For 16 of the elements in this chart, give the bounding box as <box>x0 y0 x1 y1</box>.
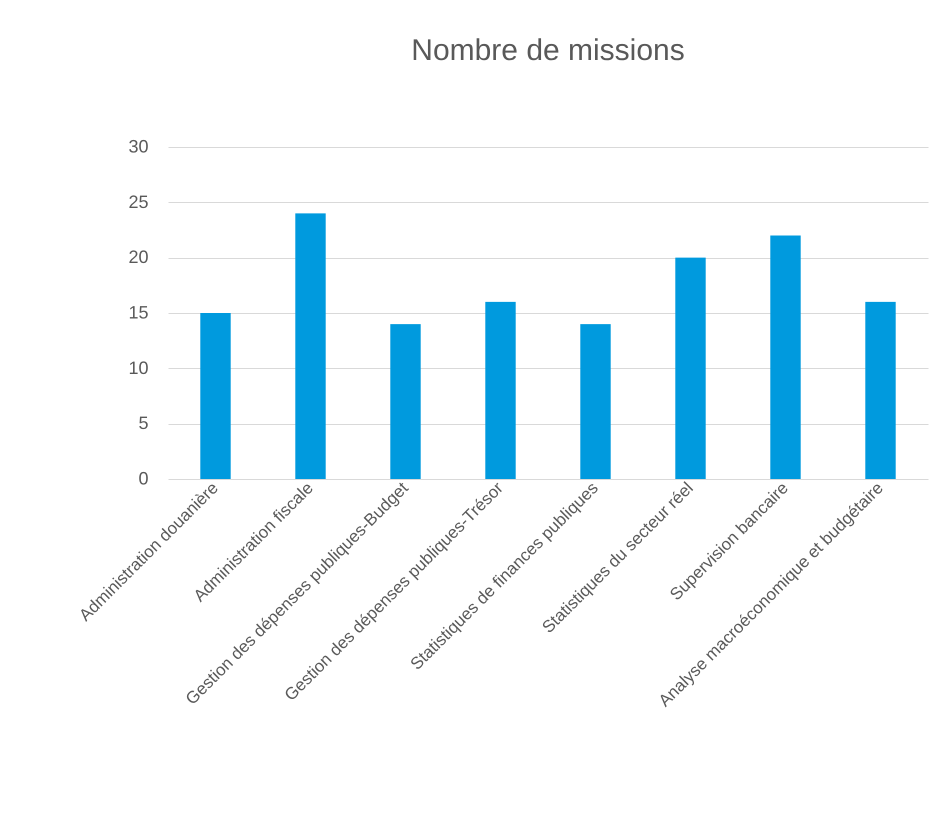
y-tick-label: 20 <box>128 247 148 268</box>
bar <box>295 213 326 479</box>
y-tick-label: 10 <box>128 358 148 378</box>
y-tick-label: 25 <box>128 192 148 212</box>
bar <box>485 302 516 479</box>
bar <box>200 313 231 479</box>
y-tick-label: 30 <box>128 136 148 156</box>
bar <box>770 236 801 479</box>
bar <box>390 324 421 479</box>
y-tick-label: 0 <box>138 468 148 488</box>
chart-title: Nombre de missions <box>411 34 685 67</box>
bar <box>580 324 611 479</box>
y-tick-label: 15 <box>128 302 148 322</box>
y-tick-label: 5 <box>138 413 148 434</box>
bar <box>675 258 706 479</box>
bar <box>865 302 896 479</box>
